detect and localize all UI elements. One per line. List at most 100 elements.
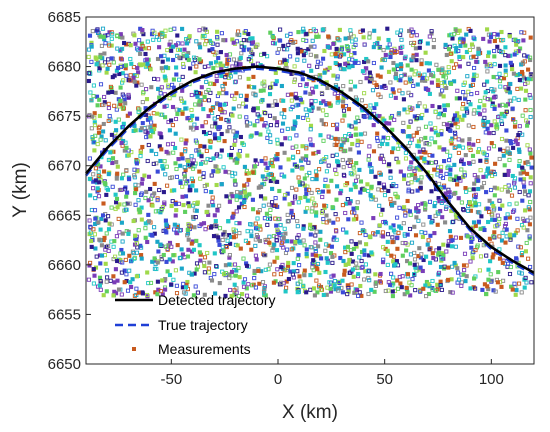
measurement-point (500, 203, 505, 208)
measurement-point (114, 107, 119, 112)
measurement-point (119, 176, 124, 181)
measurement-point (343, 250, 348, 255)
measurement-point (500, 260, 505, 265)
measurement-point (93, 166, 98, 171)
measurement-point (423, 50, 428, 55)
measurement-point (296, 175, 301, 180)
measurement-point (112, 239, 117, 244)
measurement-point (446, 70, 452, 75)
measurement-point (464, 189, 469, 194)
measurement-point (298, 82, 303, 88)
measurement-point (117, 71, 122, 77)
measurement-point (97, 275, 103, 280)
measurement-point (335, 76, 340, 81)
measurement-point (189, 176, 194, 181)
measurement-point (154, 34, 159, 40)
measurement-point (527, 147, 532, 152)
measurement-point (336, 279, 341, 284)
measurement-point (455, 88, 460, 93)
measurement-point (255, 226, 260, 231)
measurement-point (492, 106, 497, 111)
measurement-point (308, 142, 313, 147)
measurement-point (227, 272, 232, 277)
measurement-point (268, 30, 273, 35)
measurement-point (516, 163, 522, 168)
measurement-point (128, 259, 134, 264)
measurement-point (514, 288, 519, 293)
measurement-point (137, 38, 142, 43)
measurement-point (394, 63, 400, 68)
measurement-point (296, 115, 301, 120)
measurement-point (426, 291, 432, 297)
measurement-point (307, 187, 312, 192)
measurement-point (141, 62, 146, 67)
measurement-point (472, 72, 477, 77)
measurement-point (455, 266, 460, 271)
measurement-point (268, 85, 273, 90)
measurement-point (103, 261, 108, 266)
measurement-point (258, 194, 264, 199)
measurement-point (505, 146, 510, 151)
measurement-point (97, 66, 102, 71)
measurement-point (313, 233, 318, 238)
measurement-point (324, 220, 329, 225)
measurement-point (202, 255, 208, 260)
measurement-point (112, 103, 117, 108)
measurement-point (351, 165, 356, 170)
measurement-point (346, 217, 351, 222)
measurement-point (264, 211, 269, 216)
measurement-point (174, 283, 179, 288)
measurement-point (505, 172, 511, 177)
measurement-point (318, 229, 323, 234)
measurement-point (161, 190, 166, 195)
measurement-point (119, 292, 124, 297)
measurement-point (201, 130, 207, 135)
measurement-point (310, 38, 315, 43)
measurement-point (303, 107, 308, 112)
measurement-point (345, 197, 350, 202)
measurement-point (149, 120, 154, 125)
measurement-point (164, 164, 169, 169)
measurement-point (147, 219, 152, 224)
measurement-point (136, 183, 141, 188)
measurement-point (419, 175, 424, 180)
measurement-point (467, 47, 472, 53)
measurement-point (187, 188, 192, 193)
measurement-point (284, 267, 289, 272)
measurement-point (221, 165, 226, 170)
measurement-point (211, 66, 216, 71)
measurement-point (114, 176, 119, 181)
measurement-point (285, 219, 291, 224)
measurement-point (344, 201, 349, 206)
measurement-point (132, 173, 137, 178)
measurement-point (104, 231, 109, 236)
measurement-point (468, 28, 473, 33)
measurement-point (473, 248, 478, 253)
measurement-point (460, 117, 465, 122)
measurement-point (136, 290, 141, 295)
measurement-point (398, 78, 403, 83)
measurement-point (354, 132, 359, 137)
measurement-point (185, 254, 191, 259)
measurement-point (144, 87, 149, 92)
measurement-point (189, 272, 194, 277)
measurement-point (233, 171, 238, 176)
measurement-point (439, 164, 444, 169)
measurement-point (269, 160, 274, 165)
measurement-point (491, 144, 497, 149)
measurement-point (398, 281, 403, 286)
measurement-point (122, 280, 127, 285)
measurement-point (153, 209, 158, 214)
measurement-point (136, 207, 141, 212)
measurement-point (316, 283, 322, 288)
measurement-point (101, 35, 106, 40)
measurement-point (381, 48, 386, 53)
measurement-point (313, 169, 319, 174)
measurement-point (417, 101, 422, 106)
measurement-point (175, 33, 180, 38)
measurement-point (319, 90, 324, 96)
measurement-point (496, 114, 501, 120)
measurement-point (263, 156, 268, 161)
measurement-point (257, 281, 262, 286)
measurement-point (152, 256, 157, 261)
